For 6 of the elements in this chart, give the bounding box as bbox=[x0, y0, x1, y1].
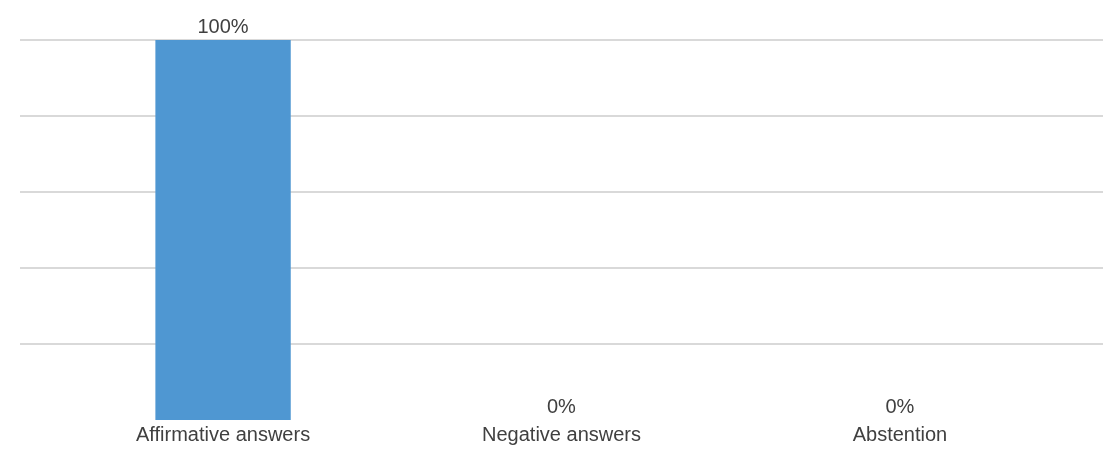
x-tick-label: Abstention bbox=[852, 423, 948, 445]
data-label: 0% bbox=[885, 395, 915, 417]
data-label: 0% bbox=[546, 395, 577, 417]
x-tick-label: Negative answers bbox=[482, 423, 641, 445]
x-tick-label: Affirmative answers bbox=[135, 423, 311, 445]
data-label: 100% bbox=[197, 15, 249, 37]
